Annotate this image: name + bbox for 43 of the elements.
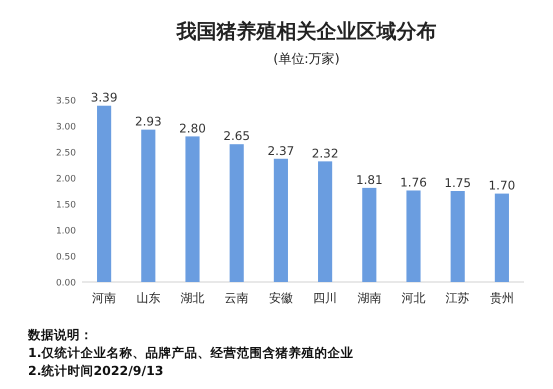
bar (362, 188, 376, 282)
bar (230, 144, 244, 282)
y-tick-label: 2.50 (56, 148, 76, 158)
data-label: 2.32 (312, 146, 338, 160)
text: 1.仅统计企业名称、品牌产品、经营范围含猪养殖的企业 (28, 345, 354, 360)
x-tick-label: 湖北 (180, 291, 204, 305)
bar (450, 191, 465, 282)
y-tick-label: 2.00 (56, 174, 76, 184)
data-label: 1.70 (488, 178, 516, 193)
bar (97, 106, 112, 282)
bar (318, 161, 332, 282)
x-tick-label: 河北 (402, 291, 426, 305)
data-label: 2.37 (268, 144, 294, 158)
data-label: 2.93 (134, 114, 162, 129)
data-label: 2.65 (223, 129, 250, 144)
bar (406, 190, 421, 282)
x-tick-label: 河南 (92, 291, 116, 305)
y-tick-label: 1.00 (56, 226, 76, 236)
text: 2.统计时间2022/9/13 (28, 363, 164, 378)
data-label: 1.81 (356, 172, 383, 187)
x-tick-label: 山东 (136, 291, 160, 305)
y-tick-label: 0.00 (56, 278, 76, 288)
bar (494, 194, 509, 282)
y-tick-label: 1.50 (56, 200, 76, 210)
chart-subtitle: (单位:万家) (273, 51, 340, 67)
data-label: 1.75 (444, 176, 472, 190)
y-tick-label: 3.00 (56, 122, 76, 132)
y-tick-label: 3.50 (56, 96, 76, 106)
bar (274, 158, 288, 282)
data-label: 1.76 (400, 175, 427, 190)
x-tick-label: 贵州 (490, 291, 514, 305)
x-tick-label: 安徽 (268, 291, 293, 305)
bar (185, 136, 200, 282)
x-tick-label: 四川 (313, 291, 338, 305)
data-label: 2.80 (179, 121, 206, 136)
bar (141, 130, 156, 282)
x-tick-label: 江苏 (446, 291, 470, 305)
x-tick-label: 云南 (224, 291, 249, 305)
text: 数据说明： (27, 327, 93, 342)
x-tick-label: 湖南 (357, 291, 382, 305)
data-label: 3.39 (90, 90, 118, 105)
y-tick-label: 0.50 (56, 252, 76, 262)
chart-title: 我国猪养殖相关企业区域分布 (176, 19, 436, 43)
